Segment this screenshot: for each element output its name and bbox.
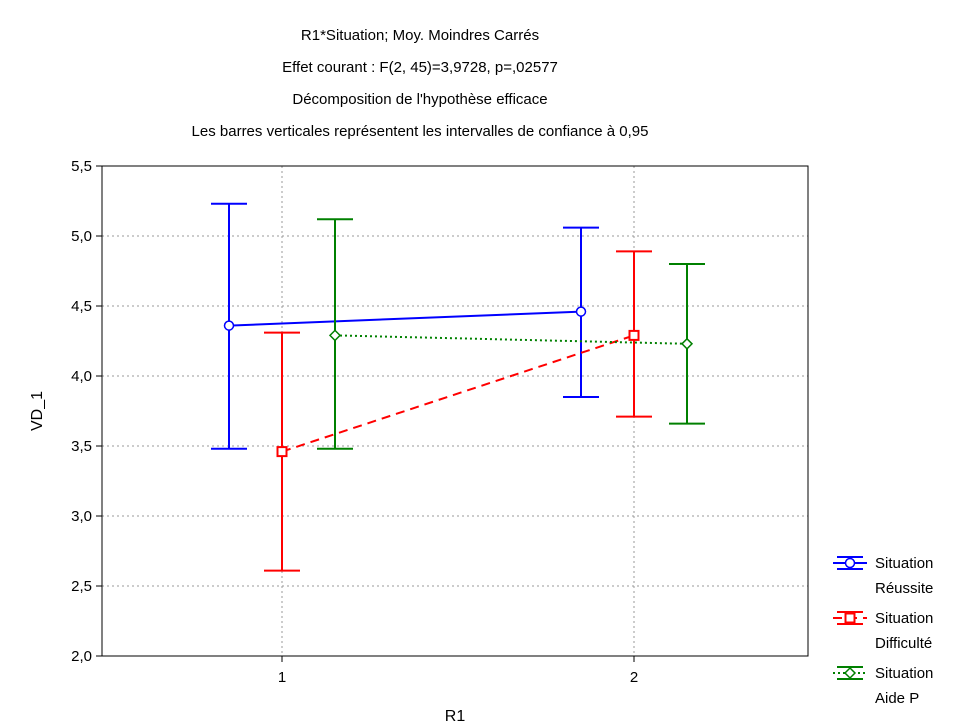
y-tick-label: 2,5 bbox=[71, 578, 92, 595]
legend-item-1: Situation Réussite bbox=[833, 555, 933, 597]
chart-titles: R1*Situation; Moy. Moindres Carrés Effet… bbox=[192, 27, 649, 140]
data-point bbox=[575, 306, 587, 317]
legend-label-line-1: Situation bbox=[875, 555, 933, 572]
y-tick-label: 2,0 bbox=[71, 648, 92, 665]
legend-item-3: Situation Aide P bbox=[833, 665, 933, 707]
series-1 bbox=[211, 202, 599, 450]
series-line bbox=[228, 310, 582, 327]
y-tick-label: 5,0 bbox=[71, 228, 92, 245]
series-2 bbox=[264, 250, 652, 572]
legend-marker bbox=[844, 612, 856, 624]
legend-label-line-2: Aide P bbox=[875, 690, 919, 707]
data-point bbox=[680, 337, 694, 350]
data-series bbox=[211, 202, 705, 572]
y-tick-label: 4,0 bbox=[71, 368, 92, 385]
x-tick-label: 2 bbox=[630, 669, 638, 686]
grid-lines bbox=[102, 166, 808, 656]
series-line bbox=[334, 334, 688, 345]
title-line-2: Effet courant : F(2, 45)=3,9728, p=,0257… bbox=[282, 59, 558, 76]
x-axis-label: R1 bbox=[445, 708, 466, 721]
data-point bbox=[223, 320, 235, 331]
legend-label-line-1: Situation bbox=[875, 610, 933, 627]
title-line-3: Décomposition de l'hypothèse efficace bbox=[292, 91, 547, 108]
legend-item-2: Situation Difficulté bbox=[833, 610, 933, 652]
y-tick-label: 3,0 bbox=[71, 508, 92, 525]
data-point bbox=[276, 446, 288, 458]
x-tick-label: 1 bbox=[278, 669, 286, 686]
plot-area bbox=[101, 165, 809, 657]
title-line-1: R1*Situation; Moy. Moindres Carrés bbox=[301, 27, 539, 44]
y-tick-label: 3,5 bbox=[71, 438, 92, 455]
series-3 bbox=[317, 218, 705, 450]
legend-marker bbox=[843, 666, 857, 680]
legend-label-line-1: Situation bbox=[875, 665, 933, 682]
legend: SituationRéussiteSituationDifficultéSitu… bbox=[833, 555, 933, 707]
y-axis: 2,0 2,5 3,0 3,5 4,0 4,5 5,0 5,5 bbox=[71, 158, 102, 665]
data-point bbox=[328, 329, 342, 342]
legend-label-line-2: Réussite bbox=[875, 580, 933, 597]
legend-label-line-2: Difficulté bbox=[875, 635, 932, 652]
legend-marker bbox=[844, 557, 856, 569]
y-axis-label: VD_1 bbox=[29, 391, 46, 431]
y-tick-label: 5,5 bbox=[71, 158, 92, 175]
data-point bbox=[628, 329, 640, 341]
series-line bbox=[281, 334, 635, 453]
title-line-4: Les barres verticales représentent les i… bbox=[192, 123, 649, 140]
y-tick-label: 4,5 bbox=[71, 298, 92, 315]
